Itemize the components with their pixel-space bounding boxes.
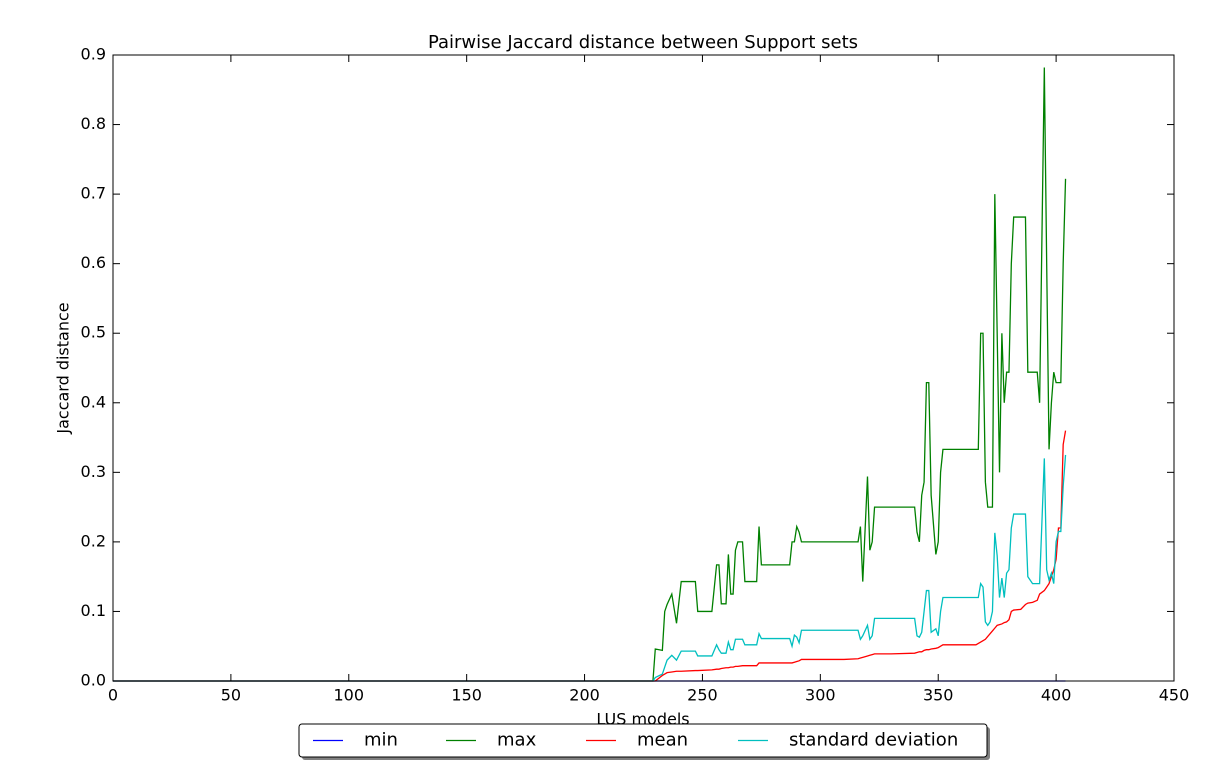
y-tick-label: 0.3 bbox=[81, 462, 106, 481]
y-tick-label: 0.7 bbox=[81, 184, 106, 203]
x-tick-label: 250 bbox=[687, 686, 718, 705]
legend-box bbox=[298, 723, 988, 758]
y-tick-label: 0.0 bbox=[81, 671, 106, 690]
x-tick-label: 200 bbox=[569, 686, 600, 705]
legend-label: mean bbox=[637, 730, 688, 751]
x-tick-label: 300 bbox=[805, 686, 836, 705]
x-tick-label: 400 bbox=[1041, 686, 1072, 705]
line-series bbox=[113, 67, 1067, 682]
y-tick-label: 0.9 bbox=[81, 45, 106, 64]
x-tick-label: 100 bbox=[334, 686, 365, 705]
y-tick-label: 0.6 bbox=[81, 253, 106, 272]
line-series bbox=[113, 430, 1067, 682]
y-tick-label: 0.2 bbox=[81, 531, 106, 550]
chart-title: Pairwise Jaccard distance between Suppor… bbox=[428, 32, 858, 53]
plot-frame bbox=[112, 54, 1175, 682]
y-tick-label: 0.5 bbox=[81, 323, 106, 342]
y-tick-label: 0.4 bbox=[81, 392, 106, 411]
legend: min max mean standard deviation bbox=[298, 723, 990, 760]
x-tick-label: 150 bbox=[451, 686, 482, 705]
x-tick-label: 0 bbox=[108, 686, 118, 705]
x-tick-label: 50 bbox=[221, 686, 241, 705]
legend-label: min bbox=[364, 730, 398, 751]
line-series bbox=[113, 454, 1067, 682]
y-tick-label: 0.1 bbox=[81, 601, 106, 620]
x-tick-label: 450 bbox=[1159, 686, 1190, 705]
y-tick-label: 0.8 bbox=[81, 114, 106, 133]
legend-label: max bbox=[497, 730, 537, 751]
y-axis-label: Jaccard distance bbox=[54, 302, 73, 434]
legend-label: standard deviation bbox=[789, 730, 958, 751]
x-tick-label: 350 bbox=[923, 686, 954, 705]
